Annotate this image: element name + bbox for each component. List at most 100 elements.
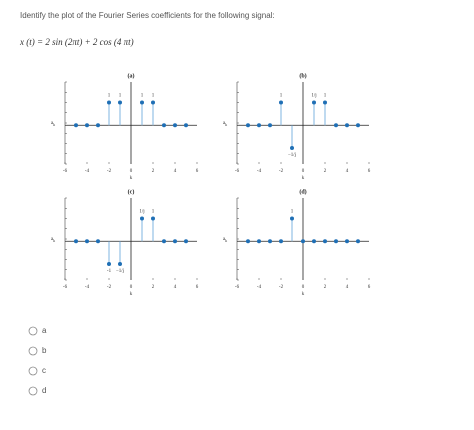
stem-marker [345,239,349,244]
question: Identify the plot of the Fourier Series … [20,11,275,20]
x-tick-label: 6 [196,169,199,174]
y-axis-label-main: a [51,237,54,242]
x-tick-label: 2 [324,285,327,290]
x-tick-label: 6 [368,169,371,174]
x-tick-label: -4 [257,169,262,174]
stem-marker [140,100,144,105]
stem-marker [312,239,316,244]
x-tick-label: 6 [368,285,371,290]
x-tick-label: 4 [174,285,177,290]
stem-marker [85,239,89,244]
x-tick-label: 0 [130,169,133,174]
stem-marker [184,123,188,128]
stem-marker [140,216,144,221]
x-tick-label: -2 [279,169,284,174]
radio-button[interactable] [28,366,38,376]
value-label: 1 [152,94,155,99]
stem-marker [74,239,78,244]
plot-title: (d) [299,188,306,195]
x-tick-label: 4 [174,169,177,174]
y-axis-label-main: a [51,121,54,126]
stem-marker [290,146,294,151]
y-axis-label-sub: k [53,122,55,127]
stem-marker [356,239,360,244]
y-axis-label: ak [223,237,227,243]
stem-marker [184,239,188,244]
stem-marker [257,239,261,244]
x-tick-label: -6 [63,169,68,174]
x-tick-label: -6 [235,169,240,174]
y-axis-label-sub: k [225,122,227,127]
stem-marker [246,239,250,244]
y-axis-label-sub: k [53,238,55,243]
plot-title: (b) [299,72,306,79]
stem-marker [301,239,305,244]
stem-marker [334,239,338,244]
stem-marker [162,239,166,244]
x-tick-label: 0 [302,169,305,174]
value-label: 1 [152,210,155,215]
plot-title: (c) [128,188,135,195]
stem-marker [356,123,360,128]
stem-marker [268,123,272,128]
value-label: 1 [280,94,283,99]
stem-marker [151,216,155,221]
x-tick-label: -4 [85,285,90,290]
y-axis-label-main: a [223,121,226,126]
stem-marker [246,123,250,128]
stem-marker [279,100,283,105]
value-label: 1 [108,94,111,99]
x-axis-label: k [130,292,133,297]
stem-marker [173,123,177,128]
stem-marker [173,239,177,244]
x-tick-label: 6 [196,285,199,290]
stem-marker [312,100,316,105]
value-label: 1 [119,94,122,99]
stem-marker [290,216,294,221]
x-tick-label: 2 [152,169,155,174]
y-axis-label: ak [223,121,227,127]
stem-marker [107,100,111,105]
value-label: 1/j [311,94,316,99]
radio-button[interactable] [28,346,38,356]
option-label: b [42,346,47,355]
value-label: −1/j [116,269,124,274]
stem-marker [323,100,327,105]
value-label: 1 [141,94,144,99]
x-tick-label: -6 [235,285,240,290]
stem-marker [257,123,261,128]
stem-marker [345,123,349,128]
stem-marker [162,123,166,128]
stem-marker [118,262,122,267]
x-tick-label: -6 [63,285,68,290]
x-axis-label: k [302,176,305,181]
stem-marker [268,239,272,244]
plot-title: (a) [128,72,135,79]
x-tick-label: 4 [346,285,349,290]
radio-button[interactable] [28,326,38,336]
stem-marker [334,123,338,128]
option-label: a [42,326,47,335]
x-tick-label: 4 [346,169,349,174]
radio-button[interactable] [28,386,38,396]
x-tick-label: -2 [279,285,284,290]
stem-marker [96,239,100,244]
x-tick-label: 2 [152,285,155,290]
stem-marker [279,239,283,244]
stem-marker [74,123,78,128]
y-axis-label: ak [51,121,55,127]
value-label: −1/j [288,153,296,158]
value-label: -1 [107,269,112,274]
equation: x (t) = 2 sin (2πt) + 2 cos (4 πt) [19,37,134,47]
x-tick-label: 0 [130,285,133,290]
option-label: d [42,386,46,395]
x-tick-label: -4 [257,285,262,290]
x-axis-label: k [302,292,305,297]
y-axis-label-main: a [223,237,226,242]
value-label: 1 [291,210,294,215]
x-tick-label: -2 [107,285,112,290]
x-tick-label: -4 [85,169,90,174]
stem-marker [107,262,111,267]
value-label: 1 [324,94,327,99]
